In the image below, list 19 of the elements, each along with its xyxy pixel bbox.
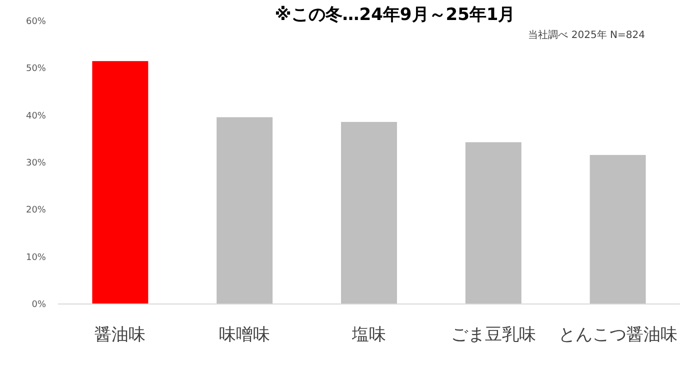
bar bbox=[465, 142, 522, 304]
bar bbox=[590, 154, 646, 304]
bar bbox=[216, 117, 273, 304]
x-tick-label: ごま豆乳味 bbox=[450, 325, 536, 345]
annotation: 当社調べ 2025年 N=824 bbox=[528, 29, 645, 41]
chart-title: ※この冬…24年9月～25年1月 bbox=[274, 5, 516, 25]
y-tick-label: 60% bbox=[26, 17, 46, 27]
x-tick-label: 味噌味 bbox=[219, 325, 270, 345]
x-tick-label: 醤油味 bbox=[94, 325, 146, 345]
y-tick-label: 20% bbox=[26, 206, 46, 216]
bar bbox=[92, 61, 148, 304]
y-tick-label: 50% bbox=[26, 64, 46, 74]
y-tick-label: 30% bbox=[26, 158, 46, 168]
y-tick-label: 40% bbox=[26, 111, 46, 122]
y-tick-label: 10% bbox=[26, 252, 46, 263]
x-tick-label: とんこつ醤油味 bbox=[558, 325, 678, 345]
y-tick-label: 0% bbox=[32, 300, 46, 310]
bar bbox=[341, 122, 397, 304]
x-tick-label: 塩味 bbox=[351, 325, 386, 345]
